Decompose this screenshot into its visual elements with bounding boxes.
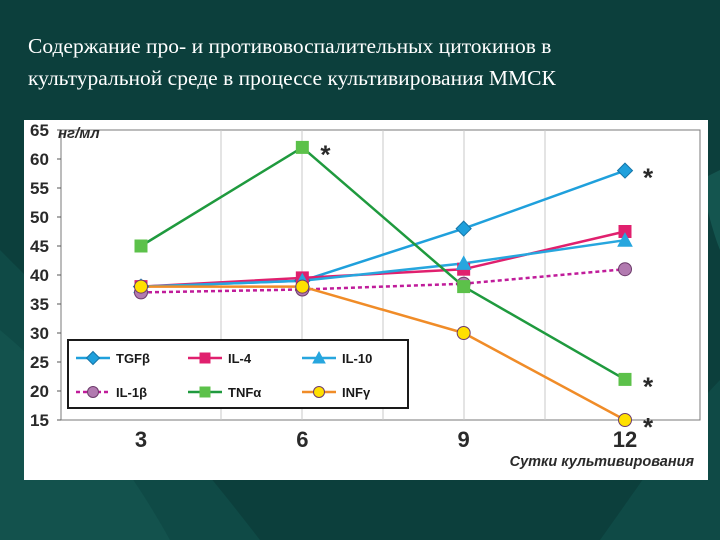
data-point bbox=[618, 372, 632, 386]
data-point bbox=[618, 413, 632, 427]
data-point bbox=[295, 140, 309, 154]
data-point bbox=[134, 279, 148, 294]
legend-marker bbox=[313, 386, 325, 398]
legend-label: IL-4 bbox=[228, 351, 252, 366]
legend-box bbox=[67, 339, 409, 409]
legend-marker bbox=[87, 386, 99, 398]
legend-label: IL-10 bbox=[342, 351, 372, 366]
x-axis-label: Сутки культивирования bbox=[510, 454, 695, 470]
y-tick-label: 30 bbox=[30, 324, 49, 343]
slide-title-line-2: культуральной среде в процессе культивир… bbox=[28, 66, 556, 90]
legend-label: TNFα bbox=[228, 385, 261, 400]
significance-asterisk: * bbox=[643, 163, 654, 193]
y-axis-label: нг/мл bbox=[58, 125, 100, 142]
legend-marker bbox=[312, 350, 326, 364]
legend-label: INFγ bbox=[342, 385, 371, 400]
significance-asterisk: * bbox=[643, 412, 654, 442]
series-line bbox=[140, 238, 626, 288]
data-point bbox=[455, 255, 472, 270]
legend-marker bbox=[199, 386, 211, 398]
data-point bbox=[134, 239, 148, 253]
legend-label: IL-1β bbox=[116, 385, 147, 400]
significance-asterisk: * bbox=[643, 371, 654, 401]
y-tick-label: 20 bbox=[30, 382, 49, 401]
x-tick-label: 6 bbox=[296, 427, 308, 452]
y-tick-label: 55 bbox=[30, 179, 49, 198]
y-tick-label: 45 bbox=[30, 237, 49, 256]
data-point bbox=[617, 232, 633, 247]
series-line bbox=[141, 285, 626, 422]
y-tick-label: 65 bbox=[30, 121, 49, 140]
series-line bbox=[140, 267, 626, 294]
x-tick-label: 3 bbox=[135, 427, 147, 452]
data-point bbox=[618, 262, 632, 277]
significance-asterisk: * bbox=[320, 139, 331, 169]
series-line bbox=[140, 146, 626, 381]
data-point bbox=[616, 162, 634, 179]
y-tick-label: 40 bbox=[30, 266, 49, 285]
data-point bbox=[456, 326, 471, 340]
y-tick-label: 15 bbox=[30, 411, 49, 430]
slide-title-line-1: Содержание про- и противовоспалительных … bbox=[28, 34, 552, 58]
cytokine-line-chart: 15 20 25 30 35 40 45 50 55 60 65 нг/мл 3 6 9 12 Сутки ку… bbox=[30, 121, 701, 470]
y-tick-label: 50 bbox=[30, 208, 49, 227]
y-tick-label: 25 bbox=[30, 353, 49, 372]
x-tick-label: 9 bbox=[458, 427, 470, 452]
legend-marker bbox=[85, 350, 101, 366]
data-point bbox=[455, 220, 472, 237]
y-tick-label: 60 bbox=[30, 150, 49, 169]
chart-panel: 15 20 25 30 35 40 45 50 55 60 65 нг/мл 3 6 9 12 Сутки ку… bbox=[24, 120, 708, 480]
y-tick-label: 35 bbox=[30, 295, 49, 314]
series-line bbox=[140, 230, 626, 288]
legend-marker bbox=[199, 352, 211, 364]
legend-label: TGFβ bbox=[116, 351, 150, 366]
slide-title: Содержание про- и противовоспалительных … bbox=[28, 30, 708, 94]
x-tick-label: 12 bbox=[613, 427, 637, 452]
data-point bbox=[457, 280, 471, 294]
data-point bbox=[295, 279, 310, 294]
